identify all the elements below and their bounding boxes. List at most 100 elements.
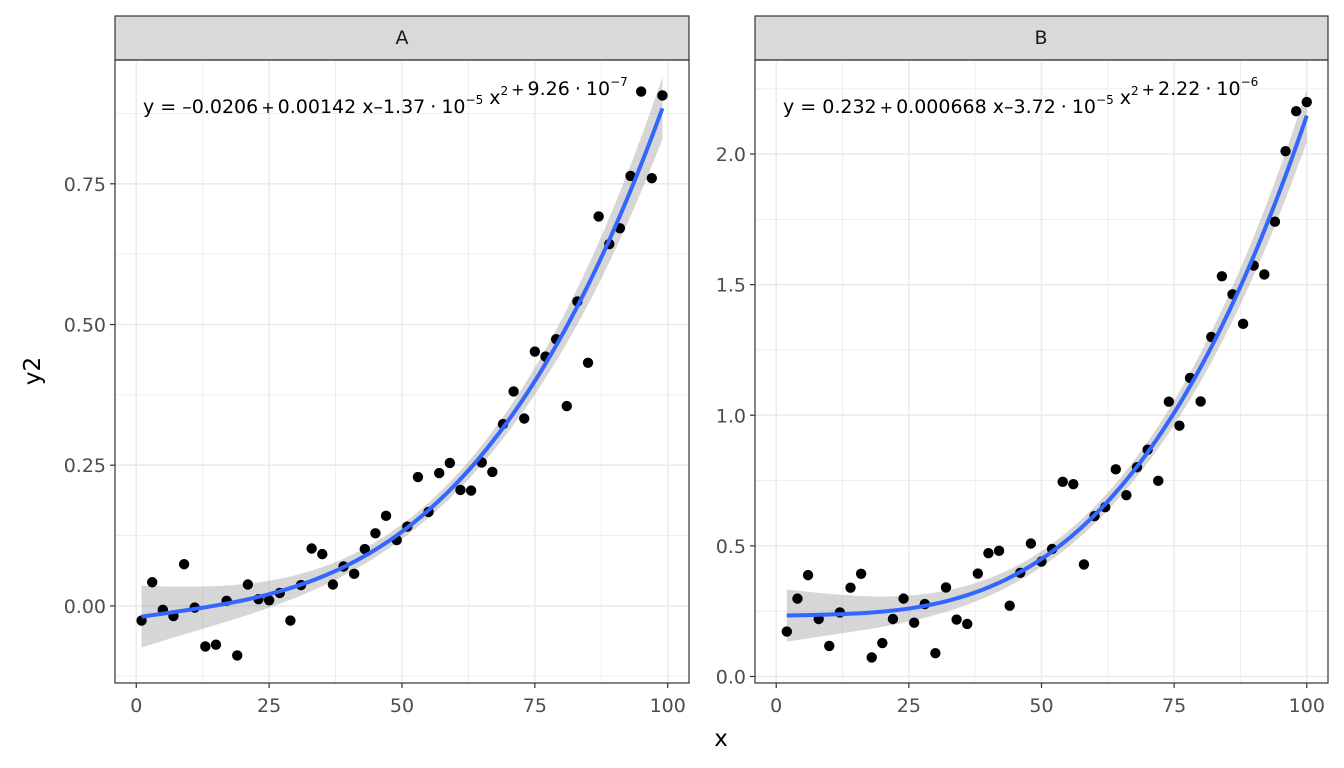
x-tick-label: 50 <box>1029 695 1053 717</box>
fit-curve <box>786 115 1309 618</box>
data-point <box>1259 269 1270 280</box>
equation-base: 10 <box>586 78 610 100</box>
data-point <box>412 471 424 483</box>
data-point <box>845 582 856 593</box>
data-point <box>625 170 636 182</box>
x-tick-label: 25 <box>897 695 921 717</box>
data-point <box>657 90 668 101</box>
data-point <box>898 593 909 604</box>
data-point <box>1216 271 1228 282</box>
data-point <box>465 485 477 496</box>
data-point <box>887 613 899 625</box>
data-point <box>951 614 962 625</box>
equation-coefficient: 2.22 <box>1158 78 1200 100</box>
x-tick-label: 100 <box>1289 695 1325 717</box>
equation-variable: x <box>1120 87 1131 109</box>
data-point <box>1068 479 1079 490</box>
equation-coefficient: –0.0206 <box>182 96 258 118</box>
data-point <box>792 593 803 604</box>
equation-exponent: 2 <box>500 84 508 98</box>
x-tick-label: 75 <box>1162 695 1186 717</box>
data-point <box>380 510 392 522</box>
data-point <box>210 639 222 650</box>
equation-text: y = –0.0206 +0.00142 x–1.37 · 10−5 x2 +9.26 · 10… <box>143 75 628 118</box>
data-point <box>1301 96 1312 108</box>
y-tick-label: 0.5 <box>716 536 746 558</box>
equation-dot: · <box>575 78 581 100</box>
y-tick-label: 0.25 <box>64 455 106 477</box>
data-point <box>1004 600 1015 611</box>
y-tick-label: 1.5 <box>716 275 746 297</box>
data-point <box>593 211 604 222</box>
data-point <box>487 466 498 478</box>
equation-coefficient: –3.72 <box>1004 96 1056 118</box>
strip-label-b: B <box>1034 27 1047 49</box>
data-point <box>147 577 158 588</box>
data-point <box>1078 559 1090 570</box>
data-point <box>930 648 941 659</box>
data-point <box>582 357 594 368</box>
fit-line-a <box>141 107 665 619</box>
fit-line-b <box>786 115 1309 618</box>
equation-label-b: y = 0.232 +0.000668 x–3.72 · 10−5 x2 +2.22 · 10−… <box>783 75 1258 118</box>
data-point <box>285 615 296 626</box>
data-point <box>1269 216 1281 227</box>
grid-a <box>115 60 689 683</box>
x-tick-label: 25 <box>257 695 281 717</box>
data-point <box>993 545 1005 557</box>
data-point <box>359 543 370 555</box>
data-point <box>370 528 381 539</box>
data-point <box>1057 476 1068 488</box>
data-point <box>802 569 814 581</box>
data-point <box>508 386 519 397</box>
equation-lhs: y = <box>143 96 182 118</box>
data-point <box>646 172 657 184</box>
equation-variable: x <box>993 96 1004 118</box>
data-point <box>983 547 994 559</box>
data-point <box>908 617 920 628</box>
data-point <box>877 637 888 649</box>
y-tick-label: 1.0 <box>716 405 746 427</box>
fit-curve <box>141 107 665 619</box>
data-point <box>1163 396 1175 407</box>
data-point <box>178 559 190 570</box>
equation-dot: · <box>1205 78 1211 100</box>
data-point <box>232 650 243 661</box>
equation-operator: + <box>261 98 274 117</box>
data-point <box>200 641 211 652</box>
data-point <box>434 467 445 479</box>
equation-operator: + <box>1142 80 1155 99</box>
equation-lhs: y = <box>783 96 822 118</box>
data-point <box>263 595 275 606</box>
equation-base: 10 <box>441 96 465 118</box>
data-point <box>561 400 572 412</box>
x-tick-label: 50 <box>390 695 414 717</box>
data-point <box>781 626 793 637</box>
data-point <box>519 413 530 424</box>
data-point <box>327 579 339 590</box>
equation-operator: + <box>511 80 524 99</box>
strip-background-a <box>114 15 690 61</box>
strip-label-a: A <box>396 27 409 49</box>
data-point <box>444 457 456 469</box>
y-tick-label: 0.50 <box>64 315 106 337</box>
data-point <box>855 568 867 580</box>
data-point <box>866 652 877 663</box>
data-point <box>1280 145 1291 157</box>
y-axis-title: y2 <box>20 357 46 385</box>
data-point <box>306 543 317 554</box>
data-point <box>1025 538 1037 549</box>
equation-variable: x <box>489 87 500 109</box>
x-tick-label: 0 <box>770 695 782 717</box>
equation-coefficient: 9.26 <box>528 78 570 100</box>
equation-dot: · <box>1061 96 1067 118</box>
equation-base: 10 <box>1072 96 1096 118</box>
equation-operator: + <box>880 98 893 117</box>
y-tick-label: 0.00 <box>64 596 106 618</box>
data-point <box>635 86 647 97</box>
grid-b <box>755 60 1328 683</box>
data-point <box>1110 464 1121 475</box>
data-point <box>529 346 541 357</box>
equation-coefficient: 0.00142 <box>278 96 357 118</box>
